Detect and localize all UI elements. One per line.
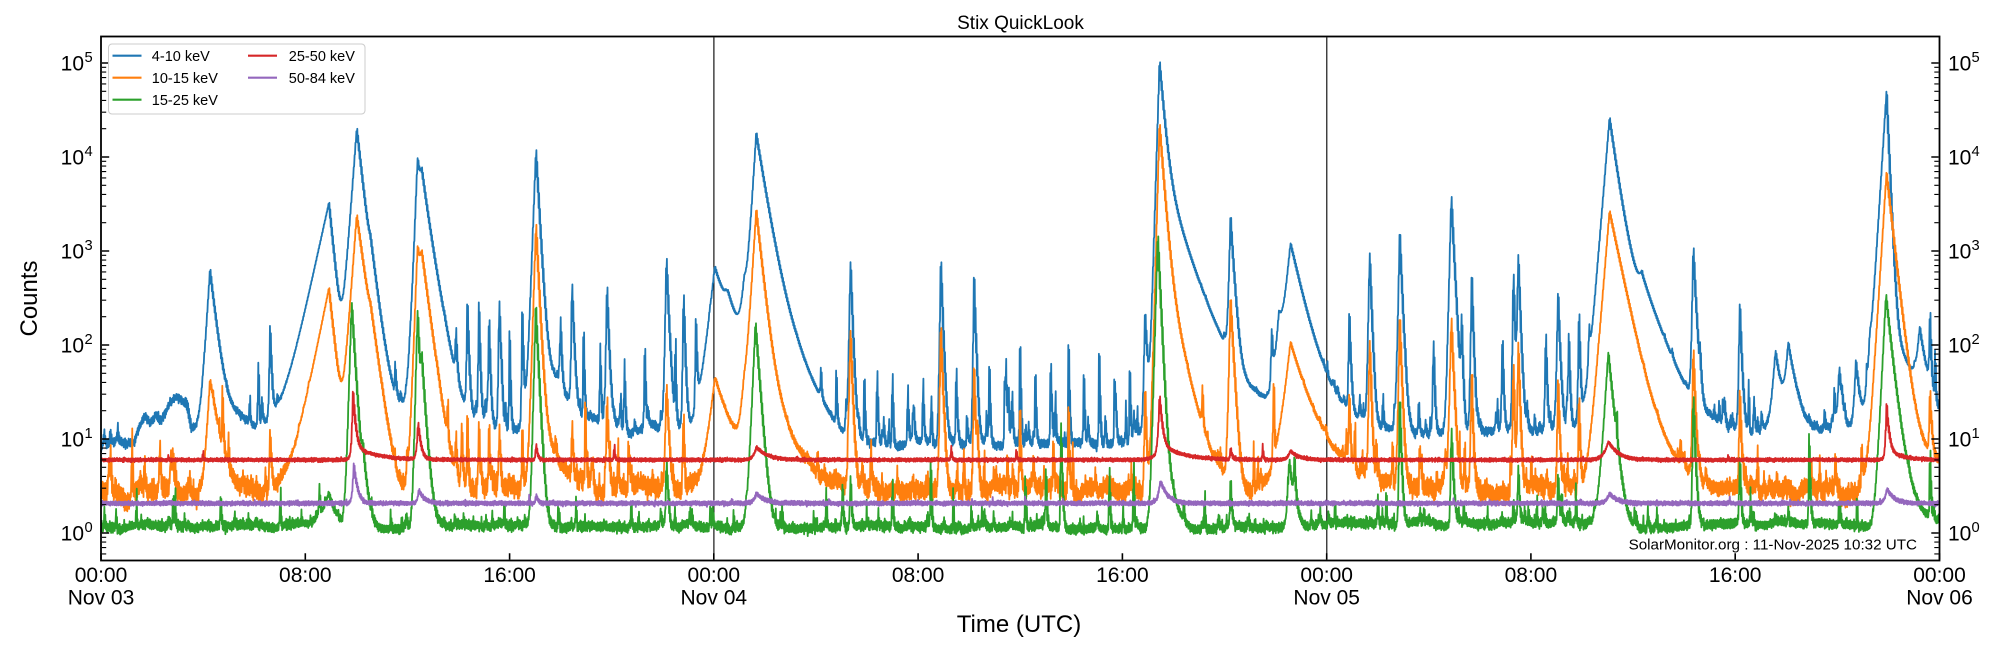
svg-text:4-10 keV: 4-10 keV [152,49,210,65]
svg-text:3: 3 [85,238,93,254]
svg-text:10: 10 [61,429,84,452]
svg-text:15-25 keV: 15-25 keV [152,93,218,109]
svg-text:1: 1 [1972,426,1980,442]
svg-text:10: 10 [61,523,84,546]
svg-text:10: 10 [1948,429,1971,452]
svg-text:5: 5 [1972,50,1980,66]
svg-text:16:00: 16:00 [483,564,536,587]
svg-text:4: 4 [85,144,93,160]
svg-text:Stix QuickLook: Stix QuickLook [957,13,1084,34]
svg-text:10: 10 [61,147,84,170]
svg-text:0: 0 [85,520,93,536]
svg-text:10: 10 [61,335,84,358]
svg-text:10: 10 [1948,147,1971,170]
svg-text:08:00: 08:00 [279,564,332,587]
svg-text:SolarMonitor.org : 11-Nov-2025: SolarMonitor.org : 11-Nov-2025 10:32 UTC [1629,537,1917,554]
svg-text:08:00: 08:00 [1505,564,1558,587]
svg-text:4: 4 [1972,144,1980,160]
svg-text:10-15 keV: 10-15 keV [152,71,218,87]
svg-text:Nov 05: Nov 05 [1293,587,1360,610]
svg-text:00:00: 00:00 [1913,564,1966,587]
svg-text:3: 3 [1972,238,1980,254]
svg-text:00:00: 00:00 [1300,564,1353,587]
svg-text:Counts: Counts [16,260,43,336]
svg-text:50-84 keV: 50-84 keV [289,71,355,87]
svg-text:Nov 06: Nov 06 [1906,587,1973,610]
svg-text:08:00: 08:00 [892,564,945,587]
svg-text:Nov 03: Nov 03 [68,587,135,610]
svg-text:16:00: 16:00 [1096,564,1149,587]
svg-text:10: 10 [1948,523,1971,546]
svg-text:10: 10 [61,53,84,76]
svg-text:10: 10 [1948,241,1971,264]
svg-text:2: 2 [1972,332,1980,348]
svg-text:10: 10 [61,241,84,264]
svg-text:1: 1 [85,426,93,442]
svg-text:Time (UTC): Time (UTC) [957,611,1081,638]
svg-text:Nov 04: Nov 04 [681,587,748,610]
svg-text:16:00: 16:00 [1709,564,1762,587]
svg-text:10: 10 [1948,53,1971,76]
svg-text:0: 0 [1972,520,1980,536]
svg-text:2: 2 [85,332,93,348]
svg-text:00:00: 00:00 [75,564,128,587]
svg-text:00:00: 00:00 [688,564,741,587]
svg-text:25-50 keV: 25-50 keV [289,49,355,65]
svg-text:10: 10 [1948,335,1971,358]
svg-text:5: 5 [85,50,93,66]
